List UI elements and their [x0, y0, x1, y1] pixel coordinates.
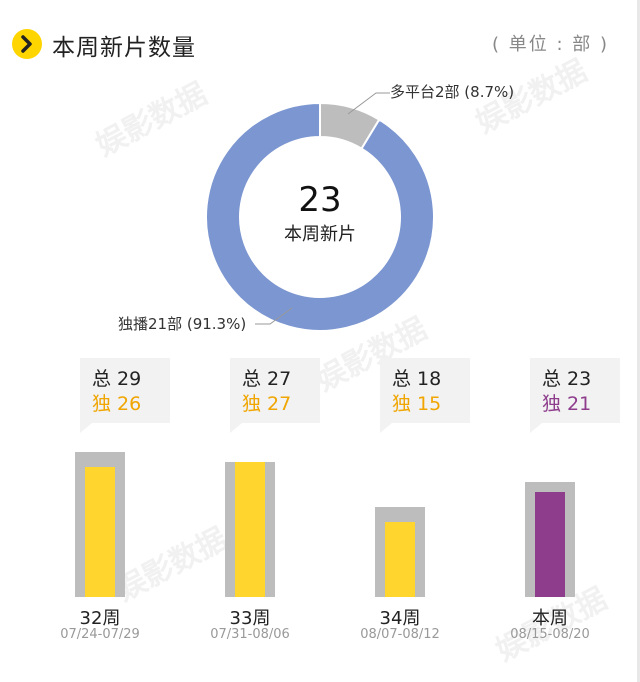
unit-label: ( 单位 : 部 ): [492, 34, 609, 55]
bubble-total-label: 总 23: [542, 368, 592, 390]
bar-excl-1: [235, 462, 265, 597]
slice-label-multi: 多平台2部 (8.7%): [390, 83, 515, 101]
week-label: 本周: [532, 608, 568, 629]
leader-line-multi: [347, 92, 390, 115]
week-label: 32周: [79, 608, 121, 629]
bar-excl-0: [85, 467, 115, 597]
value-bubble: 总 27 独 27: [230, 358, 320, 433]
date-range-label: 08/07-08/12: [360, 627, 440, 642]
donut-center-value: 23: [298, 180, 342, 220]
bubble-total-label: 总 18: [392, 368, 442, 390]
week-label: 33周: [229, 608, 271, 629]
bubble-excl-label: 独 15: [392, 393, 442, 415]
bar-excl-3: [535, 492, 565, 597]
bar-excl-2: [385, 522, 415, 597]
value-bubble: 总 29 独 26: [80, 358, 170, 433]
page-title: 本周新片数量: [52, 35, 196, 61]
bubble-excl-label: 独 21: [542, 393, 592, 415]
chevron-right-icon: [12, 29, 42, 59]
bubble-excl-label: 独 27: [242, 393, 292, 415]
donut-center-label: 本周新片: [284, 224, 356, 245]
date-range-label: 07/24-07/29: [60, 627, 140, 642]
bubble-excl-label: 独 26: [92, 393, 142, 415]
donut-slice-1: [205, 101, 435, 332]
value-bubble: 总 23 独 21: [530, 358, 620, 433]
week-label: 34周: [379, 608, 421, 629]
date-range-label: 07/31-08/06: [210, 627, 290, 642]
bubble-total-label: 总 29: [92, 368, 142, 390]
date-range-label: 08/15-08/20: [510, 627, 590, 642]
leader-line-excl: [255, 307, 293, 325]
value-bubble: 总 18 独 15: [380, 358, 470, 433]
slice-label-excl: 独播21部 (91.3%): [118, 315, 247, 333]
bubble-total-label: 总 27: [242, 368, 292, 390]
